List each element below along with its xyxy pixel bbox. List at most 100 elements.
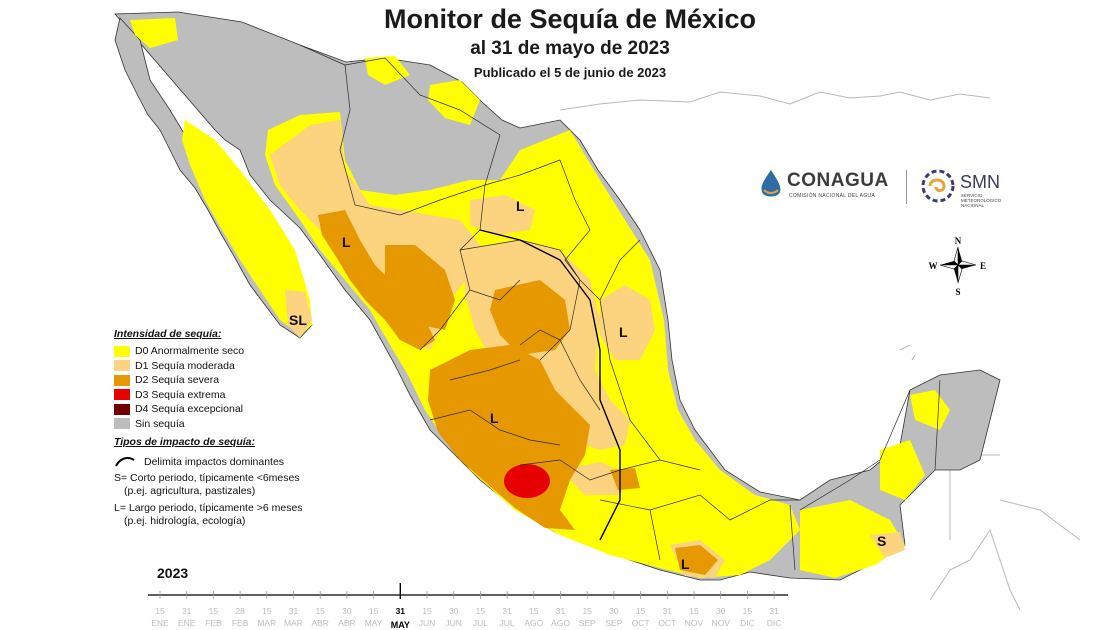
conagua-subtitle: COMISIÓN NACIONAL DEL AGUA bbox=[789, 193, 876, 199]
timeline-day-label: 30 bbox=[342, 606, 352, 616]
compass-e: E bbox=[980, 261, 986, 271]
legend-label-d1: D1 Sequía moderada bbox=[135, 359, 235, 372]
timeline-month-label: NOV bbox=[711, 618, 730, 628]
timeline-day-label: 30 bbox=[609, 606, 619, 616]
timeline-month-label: FEB bbox=[232, 618, 249, 628]
timeline-month-label: FEB bbox=[205, 618, 222, 628]
timeline-month-label: OCT bbox=[632, 618, 650, 628]
legend-item-none: Sin sequía bbox=[114, 417, 404, 432]
compass-s: S bbox=[955, 287, 960, 297]
timeline-day-label: 15 bbox=[636, 606, 646, 616]
legend-impact-line: Delimita impactos dominantes bbox=[114, 456, 404, 468]
legend-item-d1: D1 Sequía moderada bbox=[114, 359, 404, 374]
timeline-day-label: 15 bbox=[529, 606, 539, 616]
map-label-l-oaxaca: L bbox=[681, 556, 690, 572]
legend-swatch-d2 bbox=[114, 374, 130, 386]
timeline-day-label: 31 bbox=[556, 606, 566, 616]
legend-short-term-line-1: S= Corto periodo, típicamente <6meses bbox=[114, 472, 300, 484]
timeline-month-label: ABR bbox=[311, 618, 328, 628]
timeline-month-label: JUN bbox=[419, 618, 436, 628]
legend-label-d0: D0 Anormalmente seco bbox=[135, 345, 245, 358]
timeline: 15 ENE 31 ENE 15 FEB 28 FEB 15 MAR 31 MAR 15 ABR 30 ABR… bbox=[148, 583, 788, 630]
timeline-day-label: 31 bbox=[396, 606, 406, 616]
smn-subtitle-line-2: METEOROLÓGICO bbox=[961, 198, 1002, 203]
legend: Intensidad de sequía: D0 Anormalmente se… bbox=[114, 328, 404, 532]
legend-short-term-line-2: (p.ej. agricultura, pastizales) bbox=[124, 484, 256, 497]
timeline-month-label: ABR bbox=[338, 618, 355, 628]
legend-item-d4: D4 Sequía excepcional bbox=[114, 402, 404, 417]
timeline-day-label: 31 bbox=[663, 606, 673, 616]
timeline-day-label: 15 bbox=[582, 606, 592, 616]
legend-label-d4: D4 Sequía excepcional bbox=[135, 403, 243, 416]
legend-swatch-d1 bbox=[114, 360, 130, 372]
timeline-day-label: 15 bbox=[422, 606, 432, 616]
timeline-day-label: 28 bbox=[235, 606, 245, 616]
timeline-day-label: 31 bbox=[769, 606, 779, 616]
legend-swatch-d0 bbox=[114, 345, 130, 357]
legend-item-d3: D3 Sequía extrema bbox=[114, 388, 404, 403]
map-label-l-jalisco: L bbox=[490, 410, 499, 426]
timeline-day-label: 31 bbox=[182, 606, 192, 616]
timeline-day-label: 15 bbox=[155, 606, 165, 616]
conagua-wordmark: CONAGUA bbox=[787, 170, 889, 191]
legend-short-term: S= Corto periodo, típicamente <6meses (p… bbox=[114, 472, 404, 497]
legend-swatch-d4 bbox=[114, 403, 130, 415]
legend-swatch-none bbox=[114, 418, 130, 430]
smn-subtitle-line-3: NACIONAL bbox=[961, 203, 985, 208]
map-label-l-tamaulipas: L bbox=[619, 324, 628, 340]
timeline-month-label: AGO bbox=[551, 618, 570, 628]
timeline-day-label: 15 bbox=[743, 606, 753, 616]
timeline-month-label: JUL bbox=[473, 618, 488, 628]
legend-item-d0: D0 Anormalmente seco bbox=[114, 344, 404, 359]
timeline-day-label: 15 bbox=[369, 606, 379, 616]
compass-n: N bbox=[955, 236, 962, 246]
legend-impact-line-label: Delimita impactos dominantes bbox=[144, 456, 285, 468]
timeline-month-label: JUN bbox=[445, 618, 462, 628]
logos: CONAGUA COMISIÓN NACIONAL DEL AGUA SMN S… bbox=[756, 168, 1016, 208]
timeline-month-label: ENE bbox=[151, 618, 169, 628]
impact-labels: L L SL L L L S bbox=[289, 198, 886, 572]
timeline-month-label: MAY bbox=[365, 618, 383, 628]
impact-boundaries bbox=[479, 229, 621, 541]
legend-label-d2: D2 Sequía severa bbox=[135, 374, 220, 387]
smn-subtitle-line-1: SERVICIO bbox=[961, 193, 983, 198]
smn-subtitle: SERVICIO METEOROLÓGICO NACIONAL bbox=[961, 193, 1001, 208]
timeline-month-label: MAR bbox=[284, 618, 303, 628]
legend-item-d2: D2 Sequía severa bbox=[114, 373, 404, 388]
legend-impact-heading: Tipos de impacto de sequía: bbox=[114, 436, 256, 448]
timeline-day-label: 15 bbox=[315, 606, 325, 616]
timeline-day-label: 15 bbox=[476, 606, 486, 616]
smn-wordmark: SMN bbox=[960, 172, 1000, 192]
conagua-logo-icon bbox=[761, 170, 781, 197]
state-borders bbox=[299, 44, 941, 571]
legend-intensity-heading: Intensidad de sequía: bbox=[114, 328, 222, 340]
timeline-day-label: 15 bbox=[209, 606, 219, 616]
timeline-month-label: MAR bbox=[257, 618, 276, 628]
timeline-day-label: 15 bbox=[689, 606, 699, 616]
legend-label-none: Sin sequía bbox=[135, 417, 185, 430]
timeline-day-label: 15 bbox=[262, 606, 272, 616]
legend-label-d3: D3 Sequía extrema bbox=[135, 388, 226, 401]
timeline-day-label: 31 bbox=[502, 606, 512, 616]
map-label-s-chiapas: S bbox=[877, 533, 886, 549]
d3-areas bbox=[504, 464, 550, 498]
compass-w: W bbox=[929, 261, 938, 271]
legend-long-term: L= Largo periodo, típicamente >6 meses (… bbox=[114, 502, 404, 527]
timeline-month-label: ENE bbox=[178, 618, 196, 628]
timeline-month-label: NOV bbox=[685, 618, 704, 628]
logo-divider bbox=[906, 170, 907, 204]
legend-swatch-d3 bbox=[114, 389, 130, 401]
legend-long-term-line-1: L= Largo periodo, típicamente >6 meses bbox=[114, 502, 303, 514]
timeline-month-label: DIC bbox=[767, 618, 782, 628]
timeline-month-label: DIC bbox=[740, 618, 755, 628]
timeline-day-label: 30 bbox=[716, 606, 726, 616]
map-label-l-coahuila: L bbox=[516, 198, 525, 214]
map-label-sl-bcs: SL bbox=[289, 312, 307, 328]
smn-logo-icon bbox=[921, 169, 955, 203]
timeline-month-label: MAY bbox=[391, 620, 410, 630]
compass-rose: N S E W bbox=[929, 236, 987, 297]
timeline-month-label: JUL bbox=[500, 618, 515, 628]
timeline-month-label: SEP bbox=[579, 618, 596, 628]
legend-long-term-line-2: (p.ej. hidrología, ecología) bbox=[124, 514, 246, 527]
